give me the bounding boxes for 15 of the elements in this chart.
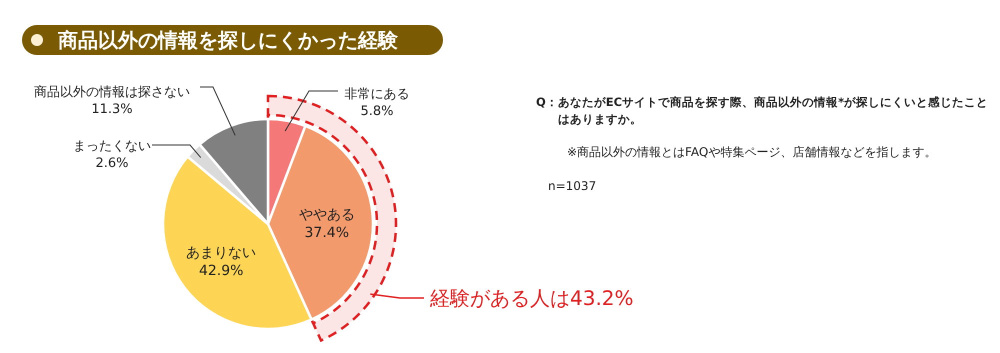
- data-label: 11.3%: [91, 102, 133, 117]
- slice-label: 商品以外の情報は探さない: [34, 85, 190, 100]
- data-label: 2.6%: [95, 156, 129, 171]
- data-label: 37.4%: [304, 225, 349, 242]
- slice-label: 非常にある: [344, 87, 410, 102]
- text: 経験がある人は43.2%: [430, 286, 634, 310]
- slice-label: あまりない: [186, 244, 256, 261]
- text: n=1037: [548, 178, 596, 194]
- text: Q：あなたがECサイトで商品を探す際、商品以外の情報*が探しにくいと感じたことはありますか。: [536, 94, 990, 128]
- data-label: 42.9%: [198, 262, 244, 279]
- chart-title: 商品以外の情報を探しにくかった経験: [58, 28, 398, 52]
- text: ※商品以外の情報とはFAQや特集ページ、店舗情報などを指します。: [567, 144, 936, 160]
- slice-label: ややある: [298, 207, 355, 224]
- slice-label: まったくない: [73, 139, 151, 154]
- data-label: 5.8%: [360, 104, 394, 119]
